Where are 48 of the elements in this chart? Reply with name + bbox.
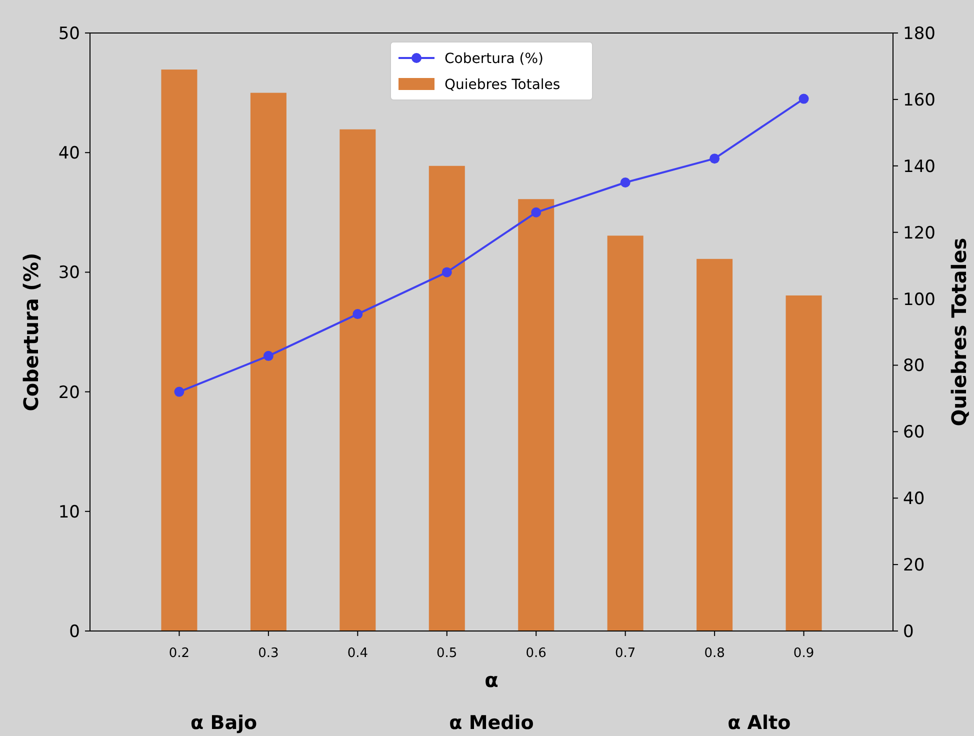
x-tick-label: 0.8 [704,646,725,661]
y2-tick-label: 180 [903,24,936,44]
text: α Bajo [190,712,258,734]
y-axis-title: Cobertura (%) [19,252,43,412]
y2-tick-label: 60 [903,422,925,443]
y2-tick-label: 0 [903,622,914,642]
bar [428,166,465,631]
y2-tick-label: 20 [903,556,925,576]
point [174,386,184,397]
y-tick-label: 0 [69,622,80,642]
y2-tick-label: 80 [903,356,925,376]
legend-label: Cobertura (%) [444,51,544,67]
legend-label: Quiebres Totales [444,77,560,93]
bar [340,129,376,631]
x-tick-label: 0.4 [347,646,368,661]
y2-tick-label: 140 [903,156,936,177]
bar [250,92,286,631]
y2-tick-label: 120 [903,223,936,244]
x-tick-label: 0.3 [258,646,279,661]
y-tick-label: 30 [58,263,80,284]
x-axis-title: α [484,668,498,692]
point [263,350,274,361]
y2-tick-label: 40 [903,489,925,510]
point [531,207,542,218]
y-tick-label: 20 [58,382,80,403]
y2-tick-label: 100 [903,290,936,310]
bar [696,258,733,631]
y2-axis-title: Quiebres Totales [947,238,971,426]
x-tick-label: 0.6 [526,646,546,661]
y-tick-label: 10 [58,502,80,522]
point [798,94,809,104]
bar [607,236,644,631]
y2-tick-label: 160 [903,90,936,110]
x-tick-label: 0.9 [793,646,814,661]
point [620,178,630,188]
y-tick-label: 50 [58,24,80,44]
point [710,154,720,164]
bar [161,70,198,631]
text: α Medio [449,712,534,734]
bar [518,199,554,631]
point [442,267,452,278]
point [352,309,363,320]
x-tick-label: 0.2 [168,646,190,661]
text: α Alto [728,712,791,734]
bar [786,295,822,631]
x-tick-label: 0.5 [436,646,458,661]
x-tick-label: 0.7 [614,646,636,661]
y-tick-label: 40 [58,144,80,164]
